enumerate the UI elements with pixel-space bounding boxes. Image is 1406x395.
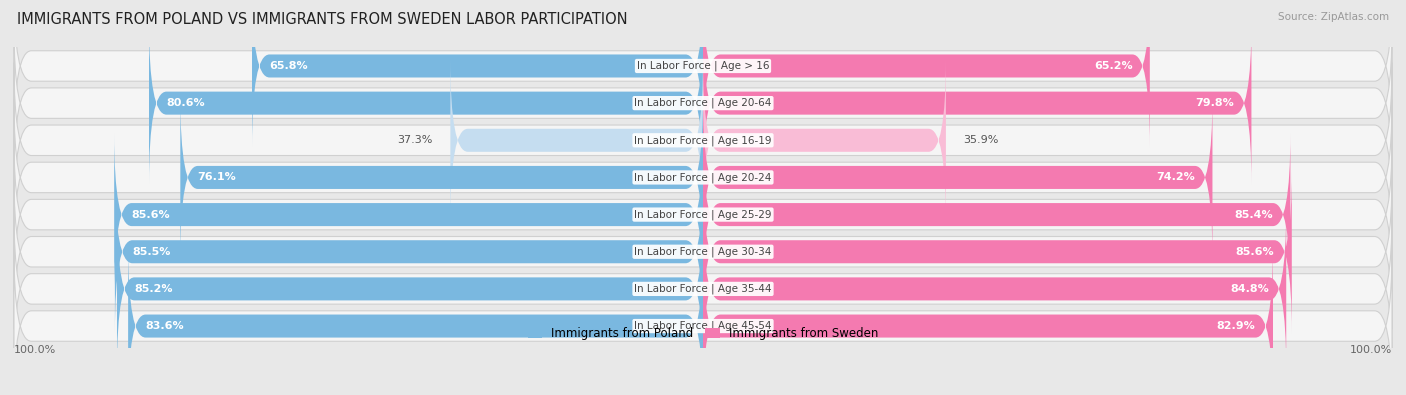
FancyBboxPatch shape	[149, 22, 703, 184]
FancyBboxPatch shape	[252, 0, 703, 147]
FancyBboxPatch shape	[14, 174, 1392, 329]
Text: IMMIGRANTS FROM POLAND VS IMMIGRANTS FROM SWEDEN LABOR PARTICIPATION: IMMIGRANTS FROM POLAND VS IMMIGRANTS FRO…	[17, 12, 627, 27]
Text: 100.0%: 100.0%	[14, 345, 56, 356]
Text: In Labor Force | Age 20-64: In Labor Force | Age 20-64	[634, 98, 772, 108]
Text: 85.6%: 85.6%	[132, 210, 170, 220]
Text: 84.8%: 84.8%	[1230, 284, 1268, 294]
Text: 65.8%: 65.8%	[270, 61, 308, 71]
FancyBboxPatch shape	[14, 211, 1392, 367]
FancyBboxPatch shape	[14, 0, 1392, 144]
FancyBboxPatch shape	[703, 96, 1212, 259]
FancyBboxPatch shape	[703, 0, 1150, 147]
Text: In Labor Force | Age 25-29: In Labor Force | Age 25-29	[634, 209, 772, 220]
FancyBboxPatch shape	[703, 22, 1251, 184]
FancyBboxPatch shape	[703, 207, 1286, 370]
FancyBboxPatch shape	[14, 63, 1392, 218]
Text: In Labor Force | Age 45-54: In Labor Force | Age 45-54	[634, 321, 772, 331]
FancyBboxPatch shape	[703, 170, 1292, 333]
FancyBboxPatch shape	[180, 96, 703, 259]
Text: In Labor Force | Age 16-19: In Labor Force | Age 16-19	[634, 135, 772, 145]
FancyBboxPatch shape	[450, 59, 703, 222]
FancyBboxPatch shape	[117, 207, 703, 370]
Text: 80.6%: 80.6%	[166, 98, 205, 108]
Text: In Labor Force | Age > 16: In Labor Force | Age > 16	[637, 61, 769, 71]
Legend: Immigrants from Poland, Immigrants from Sweden: Immigrants from Poland, Immigrants from …	[523, 322, 883, 345]
Text: 100.0%: 100.0%	[1350, 345, 1392, 356]
Text: 82.9%: 82.9%	[1216, 321, 1256, 331]
FancyBboxPatch shape	[115, 170, 703, 333]
FancyBboxPatch shape	[14, 137, 1392, 292]
Text: Source: ZipAtlas.com: Source: ZipAtlas.com	[1278, 12, 1389, 22]
Text: In Labor Force | Age 30-34: In Labor Force | Age 30-34	[634, 246, 772, 257]
Text: 83.6%: 83.6%	[146, 321, 184, 331]
FancyBboxPatch shape	[703, 133, 1291, 296]
Text: 35.9%: 35.9%	[963, 135, 998, 145]
FancyBboxPatch shape	[14, 26, 1392, 181]
Text: In Labor Force | Age 35-44: In Labor Force | Age 35-44	[634, 284, 772, 294]
FancyBboxPatch shape	[703, 245, 1272, 395]
Text: 76.1%: 76.1%	[198, 173, 236, 182]
Text: 85.6%: 85.6%	[1236, 247, 1274, 257]
Text: 79.8%: 79.8%	[1195, 98, 1234, 108]
FancyBboxPatch shape	[114, 133, 703, 296]
Text: 37.3%: 37.3%	[398, 135, 433, 145]
FancyBboxPatch shape	[14, 100, 1392, 255]
Text: In Labor Force | Age 20-24: In Labor Force | Age 20-24	[634, 172, 772, 182]
Text: 85.2%: 85.2%	[135, 284, 173, 294]
Text: 85.5%: 85.5%	[132, 247, 170, 257]
Text: 65.2%: 65.2%	[1094, 61, 1132, 71]
Text: 74.2%: 74.2%	[1156, 173, 1195, 182]
FancyBboxPatch shape	[14, 248, 1392, 395]
Text: 85.4%: 85.4%	[1234, 210, 1272, 220]
FancyBboxPatch shape	[128, 245, 703, 395]
FancyBboxPatch shape	[703, 59, 946, 222]
